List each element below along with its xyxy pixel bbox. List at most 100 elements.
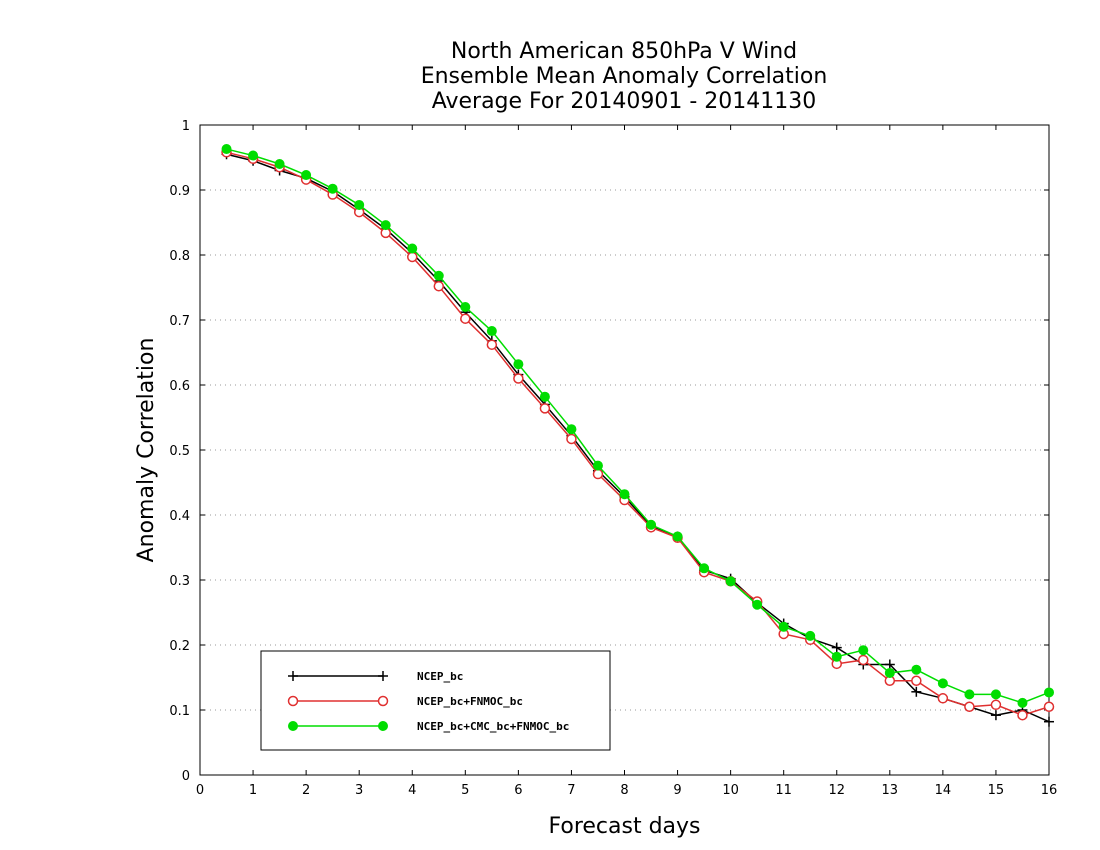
data-point xyxy=(805,630,816,641)
series-lines xyxy=(221,144,1055,727)
data-point xyxy=(884,667,895,678)
y-tick-label: 0.6 xyxy=(169,379,190,394)
data-point xyxy=(513,359,524,370)
y-tick-label: 1 xyxy=(182,119,190,134)
data-point xyxy=(672,531,683,542)
y-tick-label: 0.2 xyxy=(169,639,190,654)
data-point xyxy=(831,651,842,662)
data-point xyxy=(646,519,657,530)
data-point xyxy=(990,710,1001,721)
data-point xyxy=(911,686,922,697)
x-tick-label: 8 xyxy=(620,783,628,798)
legend-marker xyxy=(288,671,298,681)
x-tick-label: 15 xyxy=(988,783,1005,798)
data-point xyxy=(699,563,710,574)
data-point xyxy=(433,270,444,281)
data-point xyxy=(592,460,603,471)
data-point xyxy=(539,403,551,414)
data-point xyxy=(380,220,391,231)
data-point xyxy=(884,659,895,670)
chart-title-line: North American 850hPa V Wind xyxy=(451,39,797,64)
x-tick-label: 6 xyxy=(514,783,522,798)
legend-marker xyxy=(378,671,388,681)
legend-label: NCEP_bc+FNMOC_bc xyxy=(417,695,523,708)
data-point xyxy=(619,489,630,500)
y-tick-label: 0.1 xyxy=(169,704,190,719)
legend-marker xyxy=(287,695,299,707)
legend-marker xyxy=(378,721,388,731)
data-point xyxy=(301,170,312,181)
y-tick-label: 0 xyxy=(182,769,190,784)
data-point xyxy=(327,183,338,194)
data-point xyxy=(990,689,1001,700)
data-point xyxy=(858,645,869,656)
data-point xyxy=(592,468,604,480)
data-point xyxy=(274,159,285,169)
data-point xyxy=(1017,697,1028,708)
data-point xyxy=(725,576,736,587)
series-line xyxy=(226,153,1050,723)
y-tick-label: 0.5 xyxy=(169,444,190,459)
data-point xyxy=(407,243,418,254)
series-1 xyxy=(221,147,1055,721)
series-line xyxy=(226,151,1050,716)
x-tick-label: 4 xyxy=(408,783,416,798)
data-point xyxy=(937,693,949,704)
x-tick-label: 7 xyxy=(567,783,575,798)
data-point xyxy=(354,199,365,210)
gridlines xyxy=(200,189,1049,711)
y-tick-label: 0.4 xyxy=(169,509,190,524)
data-point xyxy=(752,599,763,610)
data-point xyxy=(990,699,1002,711)
x-tick-label: 11 xyxy=(775,783,792,798)
data-point xyxy=(407,251,418,263)
legend-label: NCEP_bc+CMC_bc+FNMOC_bc xyxy=(417,720,569,733)
data-point xyxy=(831,642,842,653)
data-point xyxy=(566,433,577,445)
series-line xyxy=(226,148,1050,704)
x-tick-label: 16 xyxy=(1041,783,1058,798)
data-point xyxy=(964,701,975,712)
x-tick-label: 2 xyxy=(302,783,310,798)
data-point xyxy=(778,621,789,632)
data-point xyxy=(460,313,471,324)
x-tick-label: 12 xyxy=(828,783,845,798)
data-point xyxy=(566,424,577,435)
data-point xyxy=(486,339,498,350)
data-point xyxy=(221,144,232,155)
y-tick-label: 0.3 xyxy=(169,574,190,589)
data-point xyxy=(1044,716,1054,727)
x-tick-label: 10 xyxy=(722,783,739,798)
legend-label: NCEP_bc xyxy=(417,670,463,683)
data-point xyxy=(486,326,497,337)
y-tick-label: 0.8 xyxy=(169,249,190,264)
axis-ticks: 00.10.20.30.40.50.60.70.80.910 1 2 3 4 5 6 7 8 9 1… xyxy=(169,119,1057,798)
x-tick-label: 14 xyxy=(935,783,952,798)
legend: NCEP_bc NCEP_bc+FNMOC_bc NCEP_bc+CMC_bc+FN… xyxy=(260,650,611,751)
chart-title-line: Ensemble Mean Anomaly Correlation xyxy=(421,64,828,89)
data-point xyxy=(460,302,471,312)
y-tick-label: 0.9 xyxy=(169,184,190,199)
legend-marker xyxy=(377,695,389,707)
series-0 xyxy=(221,149,1054,727)
data-point xyxy=(911,664,922,675)
data-point xyxy=(1044,687,1054,698)
chart-title-line: Average For 20140901 - 20141130 xyxy=(432,89,817,114)
x-tick-label: 5 xyxy=(461,783,469,798)
y-axis-label: Anomaly Correlation xyxy=(134,338,159,563)
data-point xyxy=(964,689,975,700)
data-point xyxy=(539,391,550,402)
data-point xyxy=(248,150,259,161)
x-tick-label: 1 xyxy=(249,783,257,798)
data-point xyxy=(937,678,948,689)
data-point xyxy=(513,373,524,384)
data-point xyxy=(911,675,922,686)
data-point xyxy=(433,280,445,292)
data-point xyxy=(1043,701,1055,712)
y-tick-label: 0.7 xyxy=(169,314,190,329)
x-tick-label: 9 xyxy=(673,783,681,798)
x-axis-label: Forecast days xyxy=(548,814,700,839)
data-point xyxy=(858,654,869,666)
